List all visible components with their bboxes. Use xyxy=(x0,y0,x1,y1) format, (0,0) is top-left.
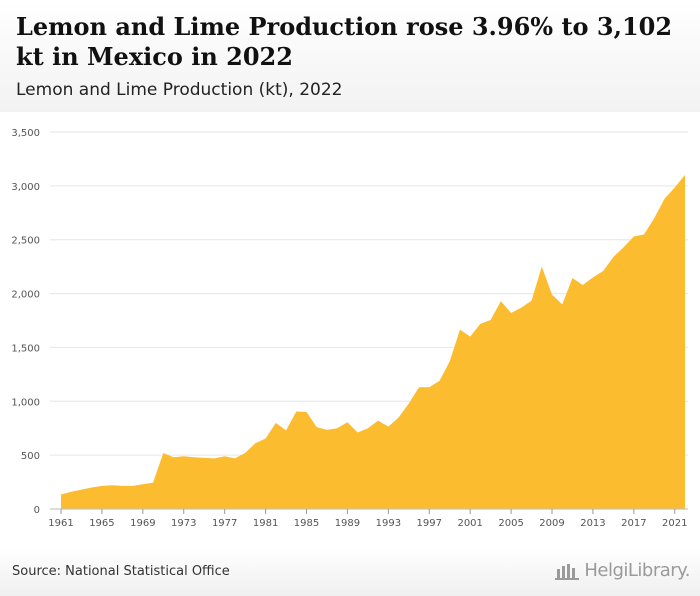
y-tick-label: 3,500 xyxy=(11,128,40,139)
x-tick-label: 2013 xyxy=(580,518,605,529)
x-tick-label: 1981 xyxy=(253,518,278,529)
x-tick-label: 1997 xyxy=(417,518,442,529)
library-building-icon xyxy=(555,563,580,580)
y-tick-label: 0 xyxy=(34,505,40,516)
y-tick-label: 1,500 xyxy=(11,343,40,354)
x-tick-label: 1969 xyxy=(130,518,155,529)
x-tick-label: 1989 xyxy=(335,518,360,529)
grid-lines xyxy=(50,131,688,510)
area-chart: 0 500 1,000 1,500 2,000 2,500 3,000 3,500 1961 19… xyxy=(11,128,688,529)
x-tick-label: 2009 xyxy=(539,518,564,529)
logo-wordmark: HelgiLibrary. xyxy=(584,560,690,581)
axes: 0 500 1,000 1,500 2,000 2,500 3,000 3,500 1961 19… xyxy=(11,128,688,529)
area-series-production xyxy=(61,174,685,509)
x-tick-label: 1993 xyxy=(376,518,401,529)
y-tick-label: 500 xyxy=(21,451,40,462)
x-tick-label: 1977 xyxy=(212,518,237,529)
x-tick-label: 2005 xyxy=(498,518,523,529)
x-tick-label: 2017 xyxy=(621,518,646,529)
x-tick-label: 1973 xyxy=(171,518,196,529)
y-tick-label: 2,500 xyxy=(11,236,40,247)
chart-title: Lemon and Lime Production rose 3.96% to … xyxy=(16,12,673,71)
chart-footer: Source: National Statistical Office Helg… xyxy=(0,548,700,596)
x-tick-label: 2001 xyxy=(457,518,482,529)
x-tick-label: 2021 xyxy=(662,518,687,529)
y-tick-label: 1,000 xyxy=(11,397,40,408)
chart-header: Lemon and Lime Production rose 3.96% to … xyxy=(0,0,700,112)
x-tick-label: 1985 xyxy=(294,518,319,529)
x-tick-label: 1965 xyxy=(89,518,114,529)
source-note: Source: National Statistical Office xyxy=(12,564,230,579)
helgi-library-logo: HelgiLibrary. xyxy=(554,560,690,581)
y-tick-label: 2,000 xyxy=(11,290,40,301)
chart-subtitle: Lemon and Lime Production (kt), 2022 xyxy=(16,80,343,100)
area-series xyxy=(61,174,685,509)
x-tick-label: 1961 xyxy=(48,518,73,529)
y-tick-label: 3,000 xyxy=(11,182,40,193)
